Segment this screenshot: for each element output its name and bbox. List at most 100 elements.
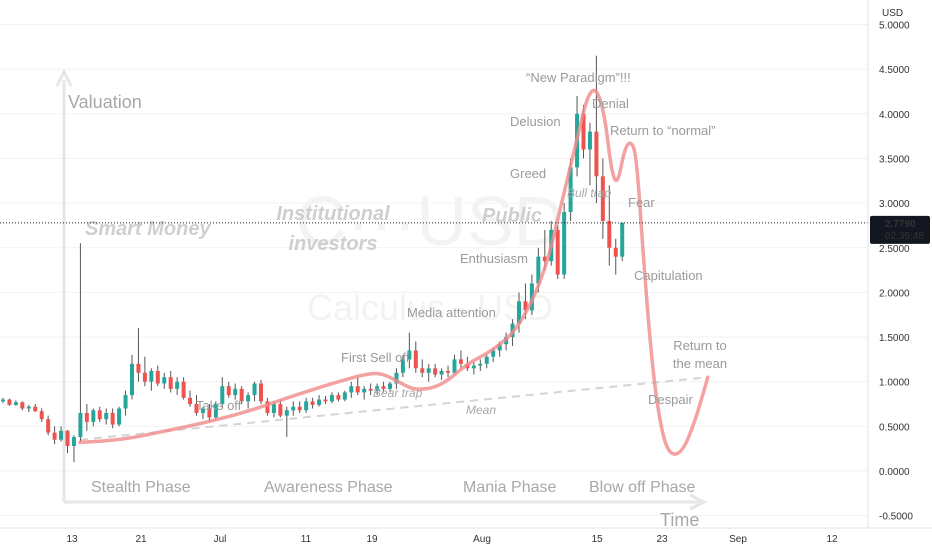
candle (388, 381, 392, 393)
candle-body (439, 370, 444, 375)
candle (600, 158, 605, 239)
candle (33, 404, 38, 413)
candle-body (452, 359, 457, 373)
candle-body (536, 256, 541, 284)
candle (420, 359, 425, 378)
candle-body (517, 301, 521, 324)
candle-body (581, 113, 586, 150)
hype-cycle-curve (78, 88, 710, 456)
candle-body (400, 359, 405, 373)
candle-body (181, 381, 186, 398)
candle-body (484, 356, 489, 364)
candle-body (246, 395, 251, 402)
candle-body (304, 401, 309, 411)
annotation-return-to-the-mean: Return to the mean (673, 338, 727, 371)
candle (413, 341, 418, 373)
annotation-enthusiasm: Enthusiasm (460, 251, 528, 266)
candle-body (600, 176, 605, 221)
annotation-take-off: Take off (196, 398, 242, 413)
candle (349, 381, 354, 398)
candle (213, 401, 218, 420)
y-tick-label: 4.5000 (879, 65, 910, 76)
candle (265, 397, 270, 416)
annotation-despair: Despair (648, 392, 693, 407)
candle-body (555, 229, 560, 275)
candle (181, 377, 186, 400)
candle (233, 383, 238, 400)
candle (78, 243, 83, 442)
annotation-denial: Denial (592, 96, 629, 111)
candle (65, 429, 70, 454)
candle (381, 381, 386, 393)
candle-body (220, 386, 225, 405)
candle-body (7, 399, 12, 405)
x-tick-label: 15 (591, 534, 603, 545)
candle (394, 368, 399, 389)
x-tick-label: 21 (135, 534, 147, 545)
x-tick-label: Jul (214, 534, 227, 545)
candle (130, 354, 134, 400)
candle-body (342, 392, 347, 400)
candle-body (59, 430, 64, 440)
candle (39, 408, 44, 422)
phase-awareness: Awareness Phase (264, 479, 393, 496)
candle-body (52, 432, 57, 440)
candle (400, 354, 405, 378)
candle (291, 401, 296, 416)
candle (239, 386, 244, 405)
phase-blow-off: Blow off Phase (589, 479, 696, 496)
y-tick-label: 2.0000 (879, 288, 910, 299)
candle (278, 399, 283, 418)
price-scale[interactable]: USD 5.0000 4.5000 4.0000 3.5000 3.0000 2.5000… (867, 0, 930, 528)
candle-body (13, 402, 18, 405)
y-tick-label: 0.0000 (879, 467, 910, 478)
candle-body (130, 363, 134, 396)
annotation-fear: Fear (628, 195, 655, 210)
candle-body (155, 370, 160, 384)
candle-body (110, 412, 115, 425)
candle-body (259, 383, 263, 402)
x-tick-label: Sep (729, 534, 747, 545)
candle-body (239, 388, 244, 402)
candle (13, 400, 18, 406)
time-scale[interactable]: 13 21 Jul 11 19 Aug 15 23 Sep 12 (0, 527, 932, 545)
x-tick-label: 19 (366, 534, 378, 545)
candle-body (278, 404, 283, 416)
phase-stealth: Stealth Phase (91, 479, 191, 496)
candle-body (46, 419, 51, 433)
candle (562, 203, 567, 280)
candle-body (620, 222, 625, 257)
y-tick-label: 0.5000 (879, 422, 910, 433)
candle (329, 392, 334, 404)
candle (194, 395, 199, 416)
candle (620, 222, 625, 262)
candle (433, 363, 438, 378)
candle (175, 377, 180, 396)
mean-line (79, 376, 708, 441)
candle-body (375, 386, 380, 391)
candle-body (136, 363, 141, 373)
candle-body (233, 388, 238, 396)
y-tick-label: 2.5000 (879, 244, 910, 255)
candle (368, 383, 373, 396)
candle (142, 356, 147, 387)
candle (155, 365, 160, 387)
candle-body (200, 408, 205, 413)
candle-body (433, 368, 438, 375)
candle-body (497, 344, 502, 351)
candle-body (446, 370, 451, 373)
candle (162, 372, 167, 389)
last-price-badge (870, 215, 930, 244)
candle-body (142, 372, 147, 382)
candle (246, 392, 251, 409)
candle (188, 390, 193, 407)
annotation-bear-trap: Bear trap (373, 386, 423, 400)
candle-body (252, 383, 257, 396)
candle-body (104, 412, 109, 420)
x-tick-label: 12 (826, 534, 838, 545)
x-tick-labels: 13 21 Jul 11 19 Aug 15 23 Sep 12 (66, 534, 838, 545)
watermark-symbol: C···USD (296, 182, 564, 260)
candle (220, 377, 225, 409)
candle-body (1, 399, 5, 402)
